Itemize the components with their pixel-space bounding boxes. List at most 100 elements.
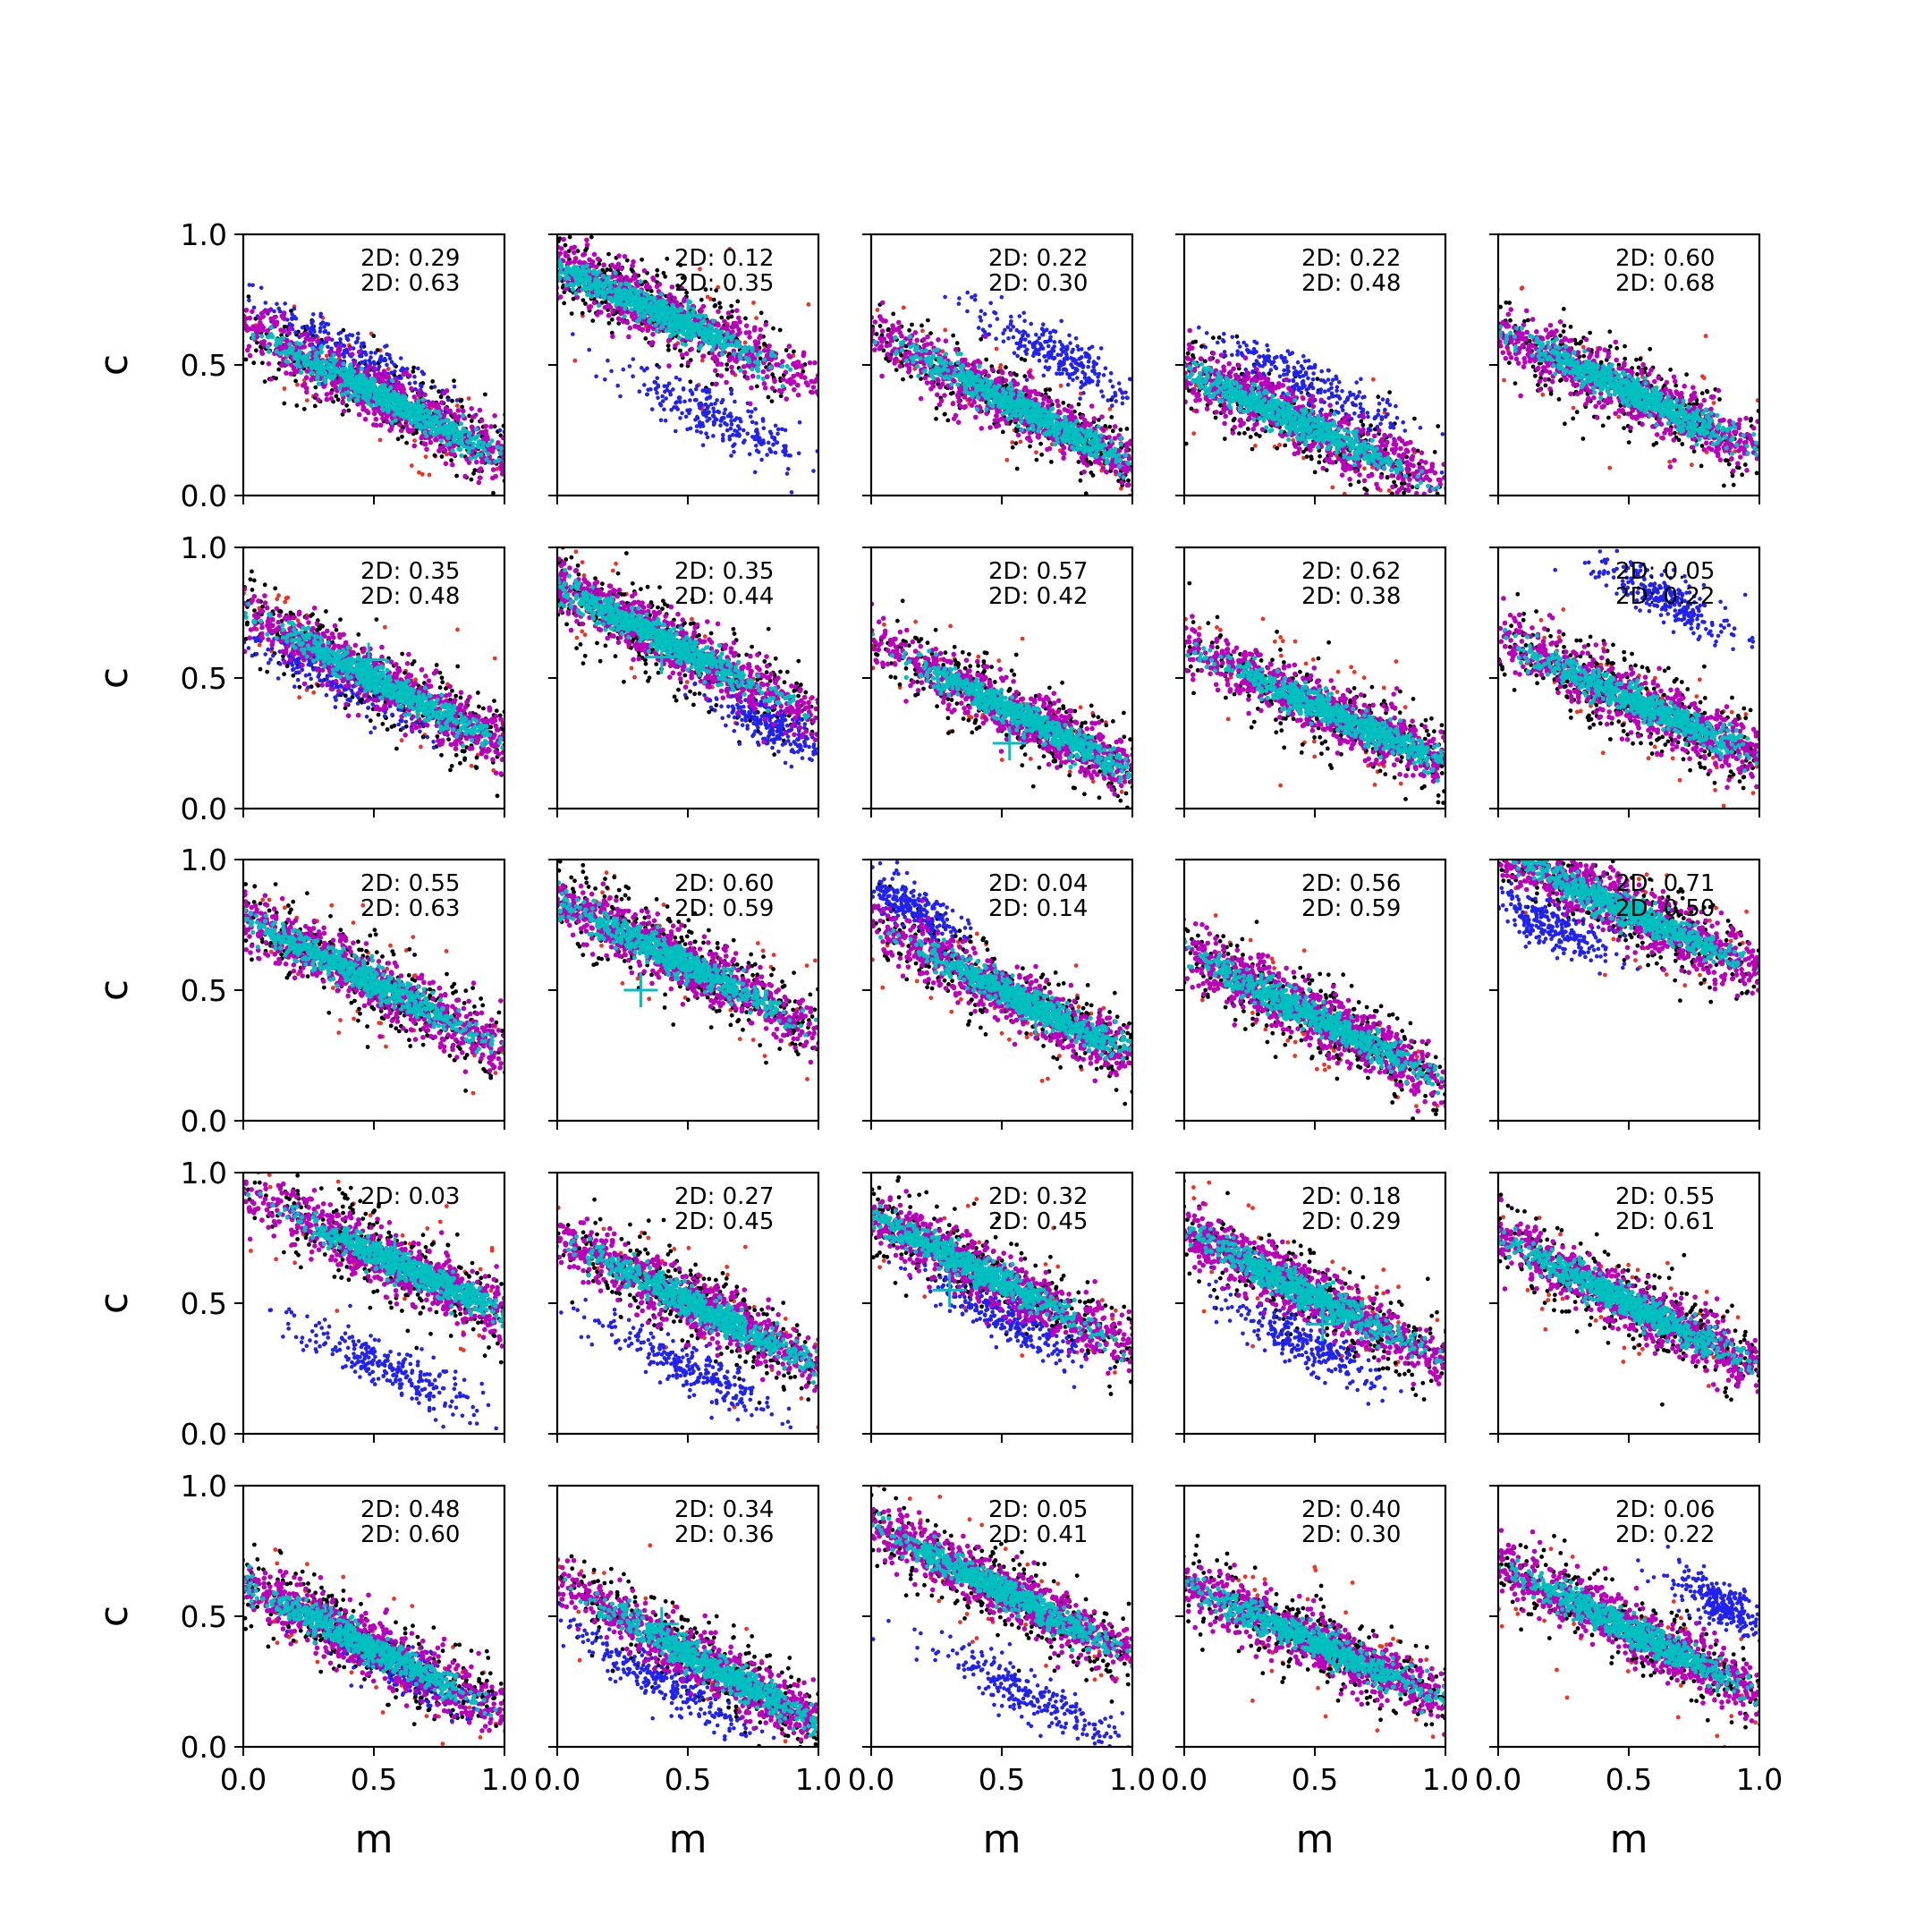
black-point	[830, 298, 835, 302]
magenta-point	[547, 284, 553, 289]
magenta-point	[540, 233, 546, 239]
black-point	[487, 228, 491, 233]
magenta-point	[598, 309, 604, 315]
magenta-point	[224, 296, 229, 301]
magenta-point	[233, 331, 239, 336]
magenta-point	[538, 269, 543, 275]
magenta-point	[123, 269, 129, 275]
cyan-point	[679, 322, 683, 326]
black-point	[678, 349, 682, 353]
annotation-text: 2D: 0.29	[360, 245, 460, 272]
black-point	[581, 515, 586, 520]
black-point	[852, 377, 856, 382]
magenta-point	[577, 483, 582, 488]
magenta-point	[684, 352, 690, 357]
cyan-point	[507, 458, 512, 462]
magenta-point	[774, 362, 779, 368]
magenta-point	[280, 314, 285, 319]
cyan-point	[528, 251, 532, 256]
magenta-point	[898, 435, 903, 440]
magenta-point	[551, 250, 556, 256]
blue-point	[746, 432, 750, 436]
black-point	[191, 278, 196, 283]
cyan-point	[621, 289, 625, 293]
magenta-point	[824, 401, 829, 406]
cyan-point	[349, 374, 353, 378]
black-point	[514, 225, 519, 230]
magenta-point	[407, 429, 412, 435]
magenta-point	[547, 452, 553, 457]
black-point	[718, 305, 723, 309]
cyan-point	[461, 430, 465, 435]
black-point	[440, 454, 445, 459]
black-point	[784, 348, 789, 352]
cyan-point	[726, 335, 731, 339]
blue-point	[631, 374, 635, 378]
magenta-point	[374, 423, 379, 428]
magenta-point	[542, 487, 547, 493]
magenta-point	[177, 320, 182, 326]
magenta-point	[547, 477, 553, 482]
blue-point	[594, 375, 598, 379]
blue-point	[361, 342, 366, 346]
magenta-point	[526, 467, 531, 472]
blue-point	[222, 281, 226, 285]
magenta-point	[873, 394, 878, 400]
black-point	[550, 268, 555, 273]
black-point	[759, 321, 764, 326]
blue-point	[786, 453, 791, 458]
black-point	[606, 252, 611, 257]
cyan-point	[427, 411, 431, 416]
black-point	[867, 377, 871, 382]
blue-point	[650, 407, 655, 411]
magenta-point	[520, 271, 525, 276]
black-point	[564, 459, 568, 463]
magenta-point	[433, 437, 438, 443]
blue-point	[674, 429, 678, 434]
magenta-point	[304, 336, 309, 342]
black-point	[452, 378, 456, 383]
black-point	[516, 253, 521, 258]
cyan-point	[694, 326, 699, 331]
black-point	[404, 216, 409, 220]
black-point	[857, 334, 861, 338]
cyan-point	[638, 289, 642, 293]
black-point	[560, 458, 564, 462]
magenta-point	[747, 335, 752, 340]
blue-point	[373, 362, 377, 367]
magenta-point	[512, 242, 517, 247]
cyan-point	[710, 348, 715, 352]
black-point	[779, 394, 784, 398]
red-point	[399, 219, 403, 224]
cyan-point	[494, 239, 498, 243]
magenta-point	[970, 446, 976, 452]
blue-point	[288, 322, 292, 326]
blue-point	[369, 355, 373, 360]
magenta-point	[528, 474, 533, 479]
magenta-point	[207, 296, 212, 301]
black-point	[789, 304, 793, 309]
magenta-point	[209, 310, 215, 316]
cyan-point	[750, 367, 754, 371]
black-point	[1232, 552, 1236, 556]
black-point	[158, 286, 163, 291]
magenta-point	[396, 199, 402, 205]
cyan-point	[267, 335, 272, 339]
cyan-point	[670, 309, 674, 314]
black-point	[483, 393, 487, 397]
blue-point	[606, 359, 610, 363]
black-point	[575, 471, 580, 476]
black-point	[859, 362, 863, 367]
magenta-point	[850, 401, 855, 406]
black-point	[224, 310, 228, 315]
blue-point	[746, 410, 750, 414]
blue-point	[754, 421, 758, 426]
magenta-point	[744, 323, 750, 328]
cyan-point	[495, 235, 499, 240]
blue-point	[226, 301, 231, 306]
black-point	[313, 386, 318, 390]
magenta-point	[65, 267, 71, 273]
magenta-point	[478, 408, 483, 413]
magenta-point	[167, 284, 173, 289]
cyan-point	[479, 453, 483, 457]
